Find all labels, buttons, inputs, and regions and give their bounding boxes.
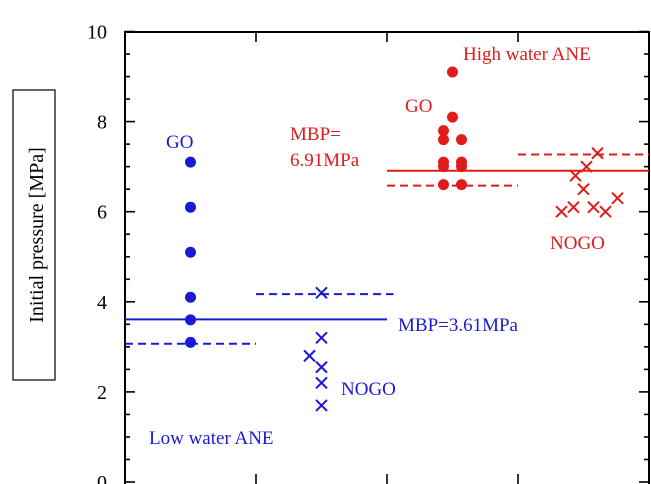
x-marker-stroke xyxy=(315,360,328,374)
high_go-point xyxy=(456,179,467,191)
high-title: High water ANE xyxy=(463,44,591,65)
high_go-point xyxy=(456,134,467,146)
high_nogo-point xyxy=(580,160,593,173)
x-marker-stroke xyxy=(315,331,328,345)
y-axis-label: Initial pressure [MPa] xyxy=(26,147,48,323)
high_nogo-point xyxy=(577,182,590,196)
low_go-point xyxy=(185,156,196,168)
x-marker-stroke xyxy=(599,205,612,218)
y-tick-label: 10 xyxy=(87,22,107,44)
y-ticks: 0 2 4 6 8 10 xyxy=(87,22,649,484)
x-marker-stroke xyxy=(577,182,590,196)
high_go-point xyxy=(456,156,467,168)
low_nogo-point xyxy=(315,376,328,390)
x-marker-stroke xyxy=(587,200,600,214)
x-marker-stroke xyxy=(315,376,328,390)
high_go-point xyxy=(447,111,458,123)
low_go-point xyxy=(185,336,196,348)
mbp-high-label-line2: 6.91MPa xyxy=(290,150,360,171)
high_nogo-point xyxy=(587,200,600,214)
x-marker-stroke xyxy=(315,286,328,299)
mbp-low-label: MBP=3.61MPa xyxy=(398,315,519,336)
high-nogo-label: NOGO xyxy=(550,233,605,254)
y-tick-label: 6 xyxy=(97,202,107,224)
low_go-point xyxy=(185,201,196,213)
x-marker-stroke xyxy=(569,169,582,182)
x-marker-stroke xyxy=(611,191,624,205)
plot-frame xyxy=(124,31,650,484)
high_go-point xyxy=(438,156,449,168)
x-marker-stroke xyxy=(567,200,580,214)
y-tick-label: 8 xyxy=(97,112,107,134)
y-tick-label: 2 xyxy=(97,382,107,404)
data-marks xyxy=(185,66,624,412)
high_nogo-point xyxy=(569,169,582,182)
x-marker-stroke xyxy=(591,146,604,160)
x-marker-stroke xyxy=(555,205,568,218)
high_nogo-point xyxy=(599,205,612,218)
mbp-high-label-line1: MBP= xyxy=(290,124,341,145)
high_nogo-point xyxy=(567,200,580,214)
x-marker-stroke xyxy=(303,349,316,363)
low_nogo-point xyxy=(315,399,328,412)
low_nogo-point xyxy=(303,349,316,363)
high_go-point xyxy=(438,179,449,191)
low_nogo-point xyxy=(315,286,328,299)
low-group-title: Low water ANE xyxy=(149,428,274,449)
low_nogo-point xyxy=(315,360,328,374)
low-go-label: GO xyxy=(166,132,193,153)
high_go-point xyxy=(438,134,449,146)
high_go-point xyxy=(438,125,449,137)
high_go-point xyxy=(447,66,458,78)
ylabel-box xyxy=(12,89,56,381)
low_go-point xyxy=(185,291,196,303)
high_nogo-point xyxy=(555,205,568,218)
y-tick-label: 4 xyxy=(97,292,107,314)
x-marker-stroke xyxy=(580,160,593,173)
high_nogo-point xyxy=(591,146,604,160)
low_go-point xyxy=(185,246,196,258)
low_nogo-point xyxy=(315,331,328,345)
x-marker-stroke xyxy=(315,399,328,412)
low_go-point xyxy=(185,314,196,326)
x-ticks xyxy=(255,32,519,484)
low-nogo-label: NOGO xyxy=(341,379,396,400)
high_nogo-point xyxy=(611,191,624,205)
high-go-label: GO xyxy=(405,96,432,117)
y-tick-label: 0 xyxy=(97,472,107,484)
